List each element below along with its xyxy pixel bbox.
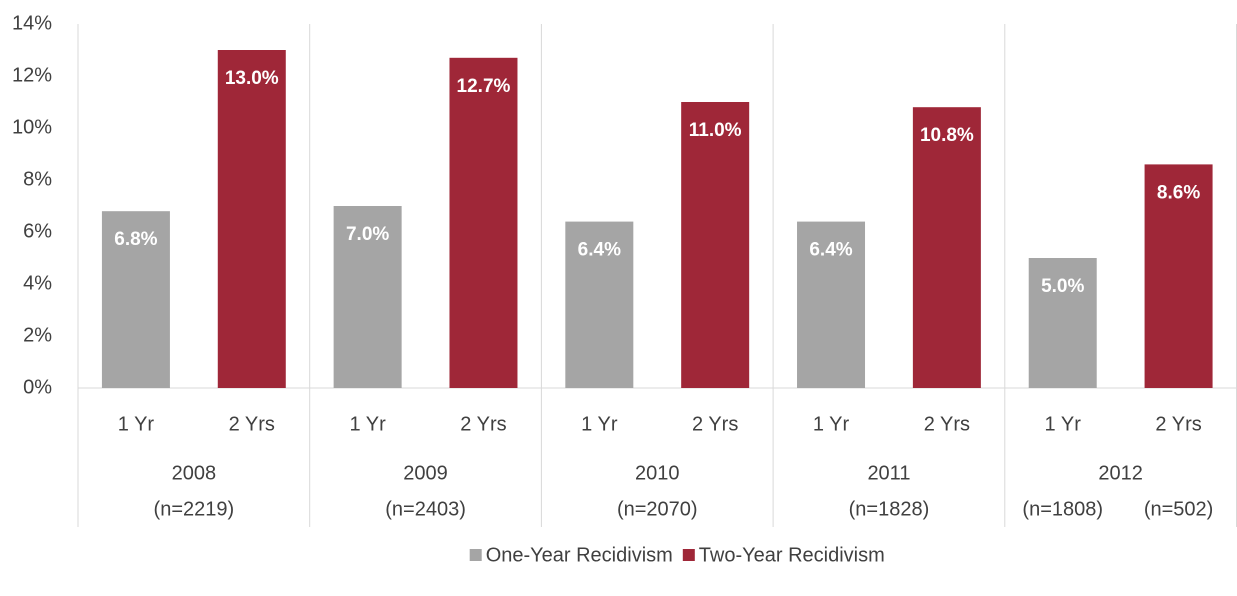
y-tick-label: 10%: [12, 116, 52, 138]
group-label: 2012: [1098, 462, 1143, 484]
value-label: 13.0%: [225, 68, 279, 89]
y-tick-label: 2%: [23, 324, 52, 346]
y-tick-label: 6%: [23, 220, 52, 242]
group-label: 2010: [635, 462, 680, 484]
bar: [101, 211, 170, 388]
subcategory-label: 1 Yr: [813, 413, 850, 435]
value-label: 6.4%: [809, 240, 852, 261]
group-label: 2008: [172, 462, 217, 484]
group-count: (n=2219): [154, 498, 235, 520]
subcategory-label: 1 Yr: [349, 413, 386, 435]
subcategory-label: 1 Yr: [118, 413, 155, 435]
y-tick-label: 14%: [12, 12, 52, 34]
bar: [565, 221, 634, 388]
value-label: 6.8%: [114, 229, 157, 250]
subcategory-label: 2 Yrs: [229, 413, 275, 435]
legend-swatch: [682, 549, 695, 561]
subcategory-label: 2 Yrs: [460, 413, 506, 435]
y-tick-label: 12%: [12, 64, 52, 86]
value-label: 12.7%: [457, 76, 511, 97]
group-count: (n=502): [1144, 498, 1214, 520]
bar: [912, 107, 981, 388]
value-label: 8.6%: [1157, 182, 1200, 203]
bar: [217, 50, 286, 388]
bar: [681, 102, 750, 388]
group-count: (n=1828): [849, 498, 930, 520]
y-tick-label: 0%: [23, 376, 52, 398]
y-tick-label: 4%: [23, 272, 52, 294]
value-label: 11.0%: [689, 120, 742, 141]
value-label: 5.0%: [1041, 276, 1084, 297]
bar: [1028, 258, 1097, 388]
group-count: (n=1808): [1022, 498, 1103, 520]
subcategory-label: 2 Yrs: [924, 413, 970, 435]
value-label: 7.0%: [346, 224, 389, 245]
group-count: (n=2070): [617, 498, 698, 520]
legend-swatch: [469, 549, 482, 561]
subcategory-label: 2 Yrs: [1155, 413, 1201, 435]
group-label: 2011: [867, 462, 910, 484]
group-count: (n=2403): [385, 498, 466, 520]
subcategory-label: 1 Yr: [581, 413, 618, 435]
subcategory-label: 2 Yrs: [692, 413, 738, 435]
legend-label: One-Year Recidivism: [486, 544, 673, 566]
bar: [449, 57, 518, 389]
group-label: 2009: [403, 462, 448, 484]
value-label: 10.8%: [920, 125, 974, 146]
legend-label: Two-Year Recidivism: [699, 544, 885, 566]
bar: [333, 206, 402, 388]
bar: [797, 221, 866, 388]
y-tick-label: 8%: [23, 168, 52, 190]
bar: [1144, 164, 1213, 388]
subcategory-label: 1 Yr: [1045, 413, 1082, 435]
value-label: 6.4%: [578, 240, 621, 261]
